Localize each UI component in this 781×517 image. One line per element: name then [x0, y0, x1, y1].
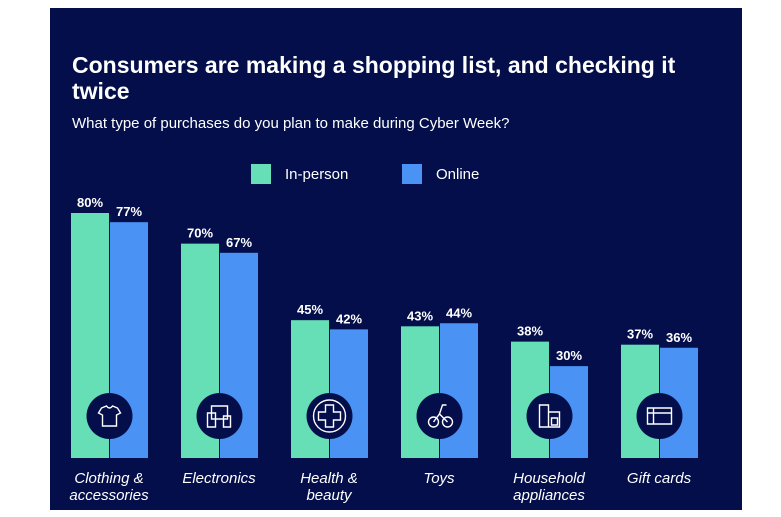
data-label: 45%: [297, 302, 323, 317]
bar-online-2: [330, 329, 368, 458]
data-label: 36%: [666, 330, 692, 345]
category-icon-circle: [196, 393, 243, 439]
data-label: 44%: [446, 305, 472, 320]
appliances-icon: [538, 404, 561, 428]
data-label: 43%: [407, 308, 433, 323]
chart-subtitle: What type of purchases do you plan to ma…: [72, 115, 510, 132]
category-label-line: Toys: [423, 470, 455, 487]
data-label: 30%: [556, 348, 582, 363]
electronics-icon: [206, 405, 232, 428]
category-label-line: Gift cards: [626, 470, 692, 487]
category-label-line: Electronics: [182, 470, 256, 487]
bar-in-person-3: [401, 326, 439, 458]
data-label: 37%: [627, 327, 653, 342]
category-label: Clothing & accessories: [54, 470, 164, 504]
category-icon-circle: [526, 393, 573, 439]
category-label: Gift cards: [604, 470, 714, 487]
medical-ring: [312, 399, 347, 433]
data-label: 42%: [336, 311, 362, 326]
category-label-line: Health &: [300, 470, 358, 487]
t-shirt-icon: [97, 405, 122, 427]
data-label: 77%: [116, 204, 142, 219]
legend-swatch-in-person: [251, 164, 271, 184]
category-label-line: beauty: [306, 487, 352, 504]
category-icon-circle: [416, 393, 463, 439]
data-label: 38%: [517, 324, 543, 339]
category-label-line: accessories: [69, 487, 149, 504]
category-label: Electronics: [164, 470, 274, 487]
legend-label-online: Online: [436, 165, 480, 183]
category-label-line: appliances: [513, 487, 585, 504]
data-label: 67%: [226, 235, 252, 250]
legend-swatch-online: [402, 164, 422, 184]
category-label: Health & beauty: [274, 470, 384, 504]
medical-cross-icon: [317, 404, 342, 428]
legend-label-in-person: In-person: [285, 165, 349, 183]
category-label: Toys: [384, 470, 494, 487]
data-label: 80%: [77, 195, 103, 210]
legend-online: Online: [402, 164, 479, 184]
bicycle-icon: [427, 404, 454, 428]
category-label-line: Household: [513, 470, 585, 487]
legend-in-person: In-person: [251, 164, 348, 184]
category-label: Household appliances: [494, 470, 604, 504]
category-icon-circle: [86, 393, 133, 439]
gift-card-icon: [646, 407, 673, 425]
data-label: 70%: [187, 226, 213, 241]
category-label-line: Clothing &: [74, 470, 144, 487]
chart-title: Consumers are making a shopping list, an…: [72, 52, 676, 104]
category-icon-circle: [636, 393, 683, 439]
